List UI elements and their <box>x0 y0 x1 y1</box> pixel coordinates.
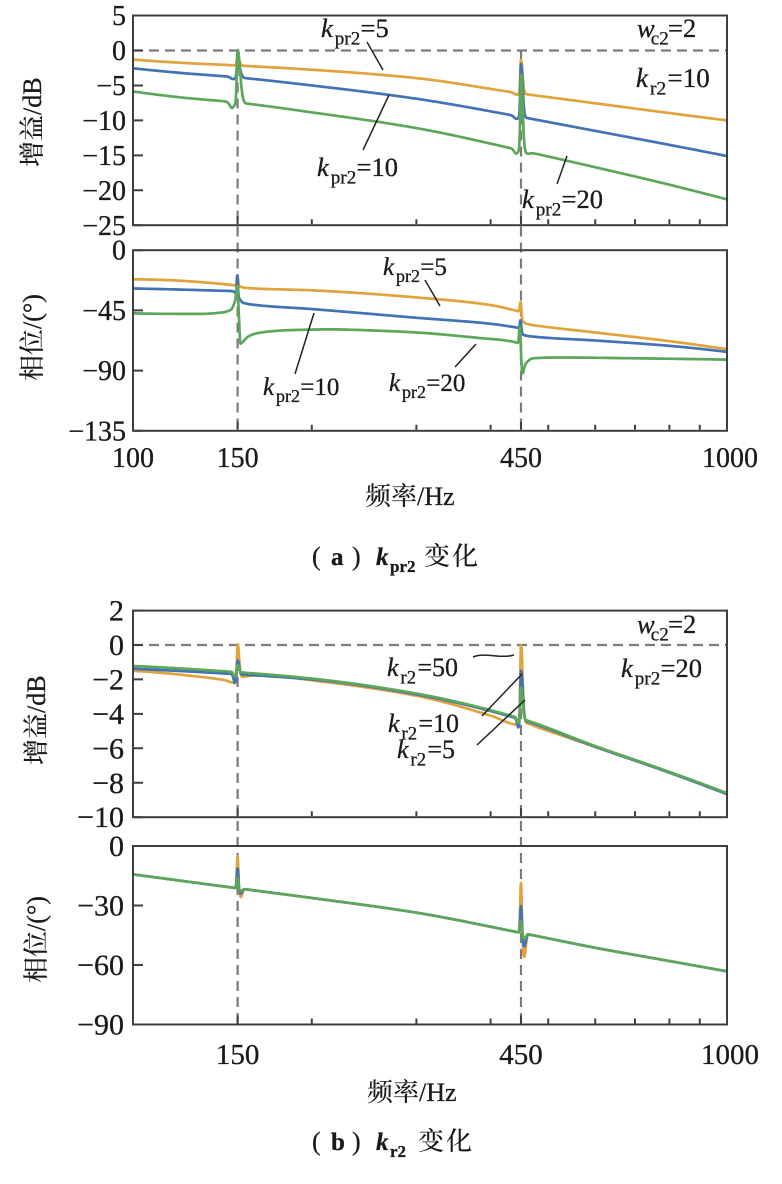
svg-text:k: k <box>376 1129 389 1156</box>
svg-text:k: k <box>317 152 330 182</box>
svg-text:=2: =2 <box>668 13 696 43</box>
svg-text:0: 0 <box>112 236 126 267</box>
svg-text:−90: −90 <box>77 1009 124 1042</box>
svg-text:a: a <box>331 544 344 571</box>
svg-text:b: b <box>331 1129 345 1156</box>
svg-text:): ) <box>352 542 361 571</box>
svg-text:150: 150 <box>217 443 259 474</box>
svg-text:k: k <box>621 653 634 683</box>
svg-text:k: k <box>522 184 535 214</box>
svg-text:−6: −6 <box>92 732 124 765</box>
svg-text:): ) <box>352 1127 361 1156</box>
svg-text:=5: =5 <box>361 13 389 43</box>
svg-text:k: k <box>321 13 334 43</box>
svg-text:=10: =10 <box>668 63 710 93</box>
svg-text:k: k <box>397 735 409 764</box>
svg-text:c2: c2 <box>651 624 669 645</box>
svg-text:k: k <box>389 370 401 397</box>
svg-text:k: k <box>387 653 399 682</box>
svg-text:=10: =10 <box>300 374 339 401</box>
svg-text:0: 0 <box>109 629 124 662</box>
svg-text:450: 450 <box>499 1039 543 1071</box>
svg-text:1000: 1000 <box>702 443 758 474</box>
svg-text:=5: =5 <box>427 735 455 764</box>
svg-text:k: k <box>636 63 649 93</box>
svg-text:5: 5 <box>112 1 126 32</box>
svg-text:k: k <box>376 544 389 571</box>
svg-text:pr2: pr2 <box>331 167 356 188</box>
svg-text:pr2: pr2 <box>396 266 420 286</box>
svg-text:pr2: pr2 <box>536 199 561 220</box>
svg-text:=5: =5 <box>420 254 447 281</box>
svg-text:/dB: /dB <box>18 77 47 115</box>
svg-text:k: k <box>263 374 275 401</box>
svg-text:pr2: pr2 <box>335 28 360 49</box>
svg-text:r2: r2 <box>402 723 418 744</box>
svg-text:c2: c2 <box>651 28 669 49</box>
svg-text:−135: −135 <box>68 416 126 447</box>
svg-text:=20: =20 <box>562 184 603 214</box>
svg-text:−25: −25 <box>82 211 126 242</box>
svg-text:/(°): /(°) <box>18 294 47 329</box>
svg-text:w: w <box>637 609 655 639</box>
svg-text:450: 450 <box>500 443 542 474</box>
svg-text:/(°): /(°) <box>22 896 51 931</box>
svg-text:/Hz: /Hz <box>417 482 455 511</box>
svg-text:−30: −30 <box>77 890 124 923</box>
svg-text:(: ( <box>312 542 321 571</box>
svg-text:−90: −90 <box>82 356 126 387</box>
svg-text:−4: −4 <box>92 698 124 731</box>
svg-text:0: 0 <box>112 36 126 67</box>
svg-text:1000: 1000 <box>701 1039 759 1071</box>
svg-text:k: k <box>383 254 395 281</box>
svg-text:/Hz: /Hz <box>419 1078 457 1107</box>
svg-text:r2: r2 <box>411 749 427 770</box>
svg-text:−20: −20 <box>82 176 126 207</box>
svg-text:100: 100 <box>112 443 154 474</box>
svg-text:r2: r2 <box>390 1142 406 1161</box>
svg-text:pr2: pr2 <box>276 386 300 406</box>
svg-text:pr2: pr2 <box>390 557 416 576</box>
svg-text:r2: r2 <box>650 79 666 100</box>
svg-text:/dB: /dB <box>22 675 51 713</box>
svg-text:=10: =10 <box>418 709 459 738</box>
svg-text:−5: −5 <box>96 71 126 102</box>
svg-text:−45: −45 <box>82 296 126 327</box>
svg-text:=50: =50 <box>417 653 458 682</box>
svg-text:pr2: pr2 <box>635 668 660 689</box>
svg-text:−10: −10 <box>77 801 124 834</box>
svg-text:150: 150 <box>216 1039 260 1071</box>
svg-text:=20: =20 <box>426 370 465 397</box>
svg-text:−2: −2 <box>92 663 124 696</box>
svg-text:=10: =10 <box>357 152 398 182</box>
svg-text:r2: r2 <box>401 667 417 688</box>
svg-text:−10: −10 <box>82 106 126 137</box>
svg-text:0: 0 <box>109 830 124 863</box>
svg-text:w: w <box>637 13 655 43</box>
svg-text:pr2: pr2 <box>402 382 426 402</box>
svg-text:=20: =20 <box>661 653 702 683</box>
svg-text:−15: −15 <box>82 141 126 172</box>
svg-text:2: 2 <box>109 595 124 628</box>
svg-text:(: ( <box>312 1127 321 1156</box>
svg-text:=2: =2 <box>668 609 696 639</box>
svg-text:−8: −8 <box>92 767 124 800</box>
svg-text:k: k <box>388 709 400 738</box>
svg-text:−60: −60 <box>77 949 124 982</box>
